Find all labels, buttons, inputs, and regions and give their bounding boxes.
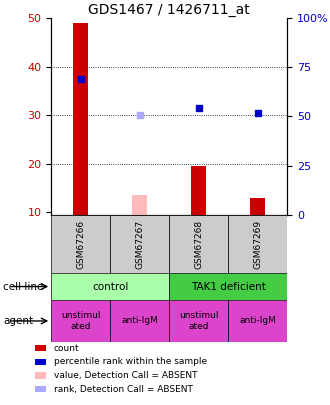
Bar <box>169 273 287 300</box>
Bar <box>228 215 287 273</box>
Bar <box>35 345 46 351</box>
Bar <box>110 300 169 342</box>
Bar <box>169 215 228 273</box>
Text: count: count <box>53 343 79 353</box>
Bar <box>51 300 110 342</box>
Title: GDS1467 / 1426711_at: GDS1467 / 1426711_at <box>88 3 250 17</box>
Text: percentile rank within the sample: percentile rank within the sample <box>53 357 207 366</box>
Bar <box>191 166 206 215</box>
Text: GSM67268: GSM67268 <box>194 220 203 269</box>
Text: rank, Detection Call = ABSENT: rank, Detection Call = ABSENT <box>53 385 192 394</box>
Text: control: control <box>92 281 128 292</box>
Bar <box>35 358 46 365</box>
Text: GSM67269: GSM67269 <box>253 220 262 269</box>
Text: agent: agent <box>3 316 33 326</box>
Text: unstimul
ated: unstimul ated <box>179 311 218 330</box>
Bar <box>110 215 169 273</box>
Bar <box>35 386 46 392</box>
Text: GSM67266: GSM67266 <box>76 220 85 269</box>
Bar <box>228 300 287 342</box>
Bar <box>35 372 46 379</box>
Text: TAK1 deficient: TAK1 deficient <box>191 281 266 292</box>
Bar <box>169 300 228 342</box>
Text: cell line: cell line <box>3 281 44 292</box>
Text: GSM67267: GSM67267 <box>135 220 144 269</box>
Bar <box>51 273 169 300</box>
Text: value, Detection Call = ABSENT: value, Detection Call = ABSENT <box>53 371 197 380</box>
Text: unstimul
ated: unstimul ated <box>61 311 100 330</box>
Bar <box>132 195 147 215</box>
Text: anti-IgM: anti-IgM <box>121 316 158 326</box>
Bar <box>51 215 110 273</box>
Bar <box>250 198 265 215</box>
Text: anti-IgM: anti-IgM <box>239 316 276 326</box>
Bar <box>73 23 88 215</box>
